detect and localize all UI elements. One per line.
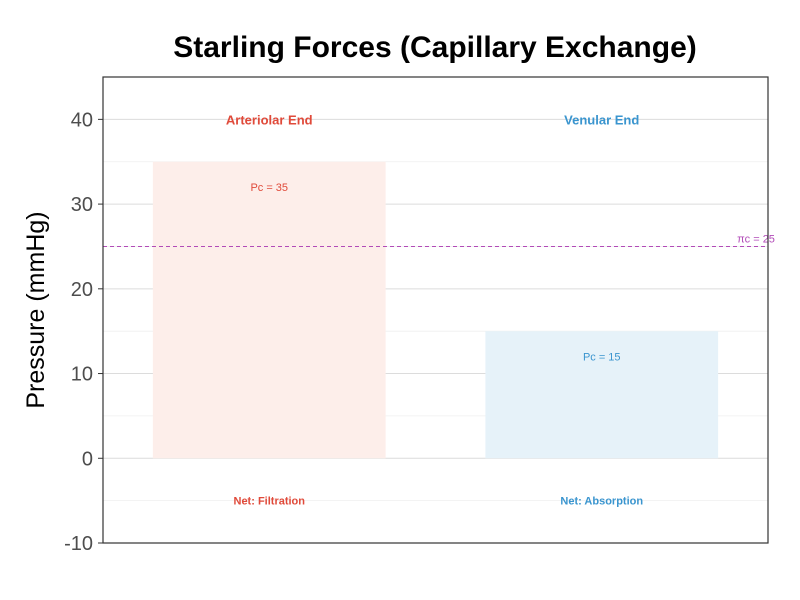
y-tick-label: -10	[64, 533, 93, 555]
reference-line-label: πc = 25	[737, 233, 775, 245]
bar-venular	[485, 331, 719, 459]
bars	[152, 161, 719, 459]
category-label: Venular End	[564, 112, 639, 127]
labels: Arteriolar End Pc = 35 Net: Filtration Venu…	[226, 112, 643, 507]
y-tick-label: 0	[82, 448, 93, 470]
bar-value-label: Pc = 15	[583, 352, 621, 364]
y-axis: -10 0 10 20 30 40	[64, 109, 103, 555]
y-tick-label: 40	[71, 109, 93, 131]
plot-panel-border	[102, 76, 769, 544]
y-tick-label: 30	[71, 194, 93, 216]
net-label: Net: Filtration	[234, 496, 306, 508]
y-tick-label: 20	[71, 279, 93, 301]
y-axis-label: Pressure (mmHg)	[22, 211, 50, 408]
reference-line-group: πc = 25	[103, 233, 775, 247]
bar-value-label: Pc = 35	[250, 182, 288, 194]
chart-title: Starling Forces (Capillary Exchange)	[173, 31, 697, 64]
y-tick-label: 10	[71, 364, 93, 386]
net-label: Net: Absorption	[560, 496, 643, 508]
category-label: Arteriolar End	[226, 112, 313, 127]
bar-arteriolar	[152, 161, 386, 459]
